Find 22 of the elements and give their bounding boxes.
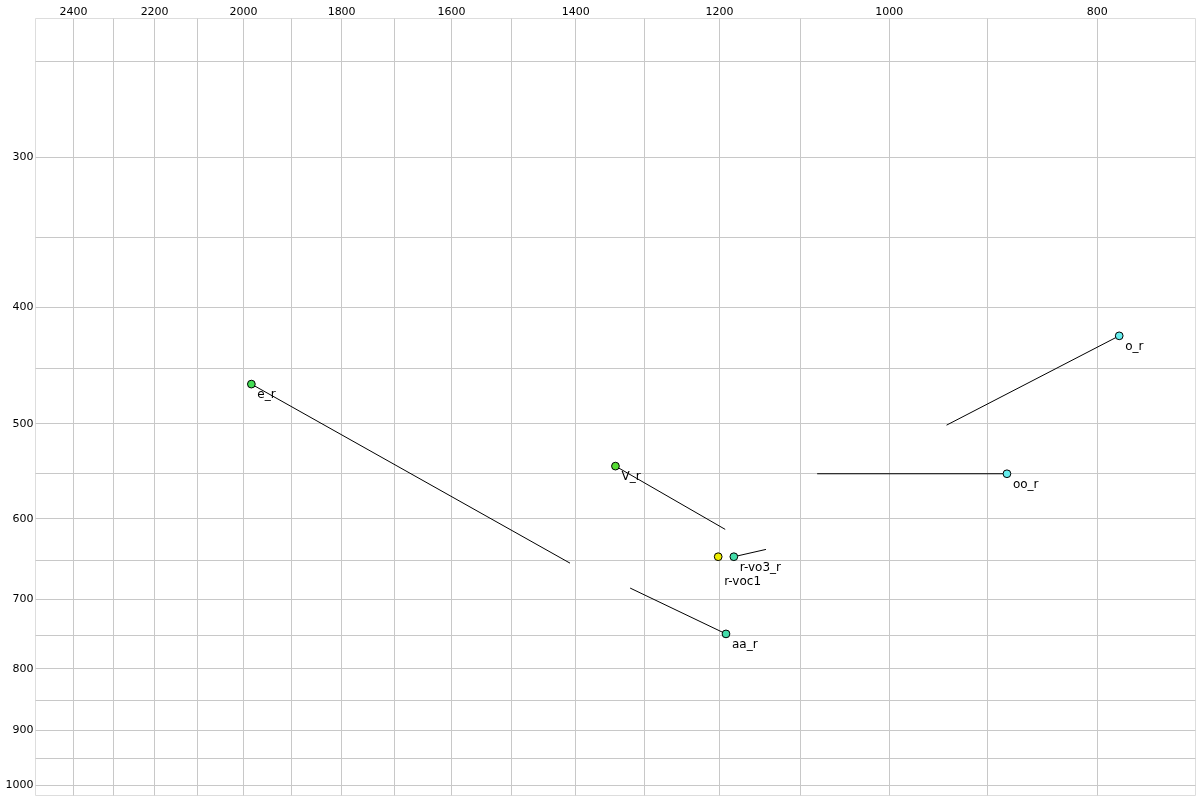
x-tick-label: 2200 <box>140 4 169 18</box>
series-label: oo_r <box>1012 476 1039 491</box>
x-tick-label: 1800 <box>327 4 356 18</box>
y-tick-label: 800 <box>12 661 34 675</box>
y-tick-label: 400 <box>12 300 34 314</box>
series-label: r-voc1 <box>724 573 762 588</box>
series-label: o_r <box>1125 338 1144 353</box>
x-tick-label: 800 <box>1086 4 1108 18</box>
y-tick-label: 900 <box>12 723 34 737</box>
x-tick-label: 1000 <box>875 4 904 18</box>
y-tick-label: 300 <box>12 150 34 164</box>
series-label: aa_r <box>731 636 758 651</box>
x-tick-label: 2400 <box>59 4 88 18</box>
series-label: r-vo3_r <box>739 559 782 574</box>
y-tick-label: 600 <box>12 511 34 525</box>
y-tick-label: 700 <box>12 592 34 606</box>
x-tick-label: 1400 <box>561 4 590 18</box>
x-tick-label: 1600 <box>437 4 466 18</box>
x-tick-label: 2000 <box>229 4 258 18</box>
y-tick-label: 500 <box>12 416 34 430</box>
x-tick-label: 1200 <box>705 4 734 18</box>
y-tick-label: 1000 <box>5 778 34 792</box>
